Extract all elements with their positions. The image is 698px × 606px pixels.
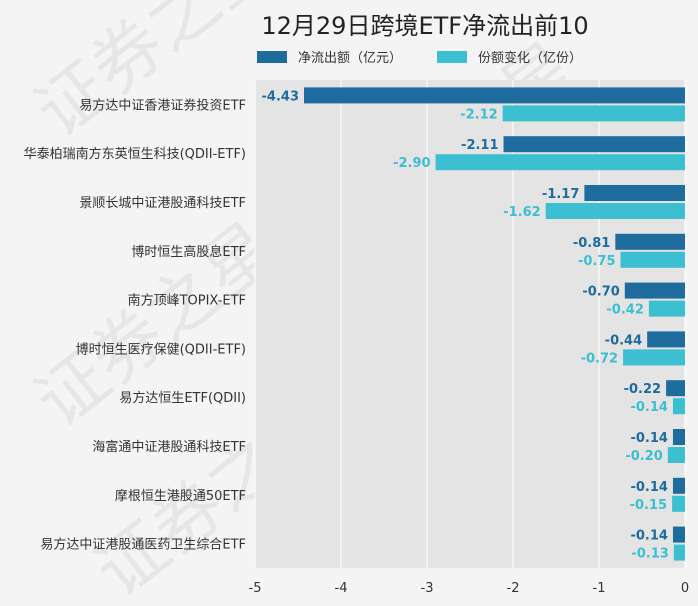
category-label: 博时恒生高股息ETF [131, 244, 246, 260]
x-tick-label: -1 [593, 581, 606, 596]
category-label: 景顺长城中证港股通科技ETF [79, 196, 246, 211]
category-label: 摩根恒生港股通50ETF [115, 488, 246, 504]
x-tick-label: -2 [507, 581, 520, 596]
x-tick-labels: -5 -4 -3 -2 -1 0 [249, 581, 690, 596]
category-label: 华泰柏瑞南方东英恒生科技(QDII-ETF) [24, 146, 246, 162]
bar-share-change [667, 447, 685, 463]
bar-share-change [502, 105, 685, 122]
value-label-net-outflow: -0.14 [630, 480, 667, 495]
value-label-share-change: -0.15 [630, 498, 667, 513]
bar-net-outflow [503, 136, 685, 153]
value-label-share-change: -1.62 [503, 205, 540, 220]
category-label: 易方达中证港股通医药卫生综合ETF [40, 537, 246, 553]
x-tick-label: -4 [335, 581, 348, 596]
bars: -4.43 -2.12 -2.11 -2.90 -1.17-1.62 -0.81 -0.75… [262, 87, 685, 562]
value-label-share-change: -0.20 [625, 449, 662, 464]
bar-net-outflow [615, 233, 685, 250]
legend-label-net-outflow: 净流出额（亿元） [298, 51, 402, 66]
value-label-net-outflow: -0.14 [630, 431, 667, 446]
x-tick-label: 0 [681, 581, 689, 596]
x-tick-label: -5 [249, 581, 262, 596]
bar-share-change [620, 251, 685, 268]
value-label-share-change: -2.90 [393, 156, 430, 171]
bar-share-change [545, 203, 685, 219]
bar-net-outflow [666, 380, 685, 397]
bar-share-change [623, 349, 685, 366]
bar-share-change [648, 300, 685, 317]
bar-net-outflow [624, 282, 685, 299]
value-label-share-change: -0.72 [581, 351, 618, 366]
bar-net-outflow [647, 331, 685, 348]
watermark-text: 证券之星 [20, 0, 291, 153]
value-label-net-outflow: -0.14 [630, 529, 667, 544]
value-label-share-change: -0.14 [630, 400, 667, 415]
category-label: 海富通中证港股通科技ETF [92, 439, 246, 455]
bar-share-change [673, 544, 685, 561]
bar-share-change [435, 154, 685, 171]
bar-share-change [672, 495, 685, 512]
value-label-share-change: -2.12 [460, 107, 497, 122]
value-label-share-change: -0.75 [578, 254, 615, 269]
legend-swatch-net-outflow [257, 51, 287, 63]
value-label-net-outflow: -2.11 [461, 138, 498, 153]
bar-net-outflow [584, 185, 685, 201]
value-label-net-outflow: -0.44 [605, 333, 642, 348]
value-label-net-outflow: -1.17 [542, 187, 579, 202]
bar-share-change [672, 398, 685, 415]
value-label-net-outflow: -0.70 [582, 285, 619, 300]
category-labels: 易方达中证香港证券投资ETF 华泰柏瑞南方东英恒生科技(QDII-ETF) 景顺长城… [24, 97, 246, 552]
bar-net-outflow [672, 477, 685, 494]
category-label: 易方达中证香港证券投资ETF [79, 97, 246, 113]
value-label-net-outflow: -4.43 [262, 89, 299, 104]
watermark-text: 证券之星 [20, 206, 291, 443]
bar-net-outflow [672, 526, 685, 543]
value-label-share-change: -0.42 [606, 303, 643, 318]
category-label: 易方达恒生ETF(QDII) [119, 390, 246, 406]
legend-swatch-share-change [437, 51, 467, 63]
bar-net-outflow [672, 429, 685, 445]
category-label: 博时恒生医疗保健(QDII-ETF) [76, 342, 246, 357]
value-label-share-change: -0.13 [631, 547, 668, 562]
value-label-net-outflow: -0.81 [573, 236, 610, 251]
bar-net-outflow [304, 87, 685, 104]
legend: 净流出额（亿元） 份额变化（亿份） [257, 50, 582, 66]
legend-label-share-change: 份额变化（亿份） [478, 50, 582, 66]
category-label: 南方顶峰TOPIX-ETF [128, 293, 246, 309]
x-tick-label: -3 [421, 581, 434, 596]
value-label-net-outflow: -0.22 [624, 382, 661, 397]
chart-title: 12月29日跨境ETF净流出前10 [261, 12, 588, 40]
